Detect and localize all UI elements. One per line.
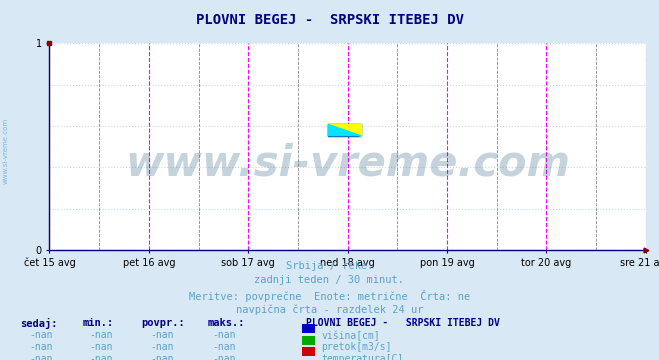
Text: pretok[m3/s]: pretok[m3/s]: [322, 342, 392, 352]
Text: -nan: -nan: [150, 342, 174, 352]
Text: -nan: -nan: [212, 330, 236, 341]
Text: -nan: -nan: [89, 330, 113, 341]
Text: -nan: -nan: [89, 354, 113, 360]
Text: višina[cm]: višina[cm]: [322, 330, 380, 341]
Text: navpična črta - razdelek 24 ur: navpična črta - razdelek 24 ur: [236, 304, 423, 315]
Polygon shape: [328, 125, 361, 136]
Text: maks.:: maks.:: [208, 318, 245, 328]
Text: min.:: min.:: [82, 318, 113, 328]
Text: sedaj:: sedaj:: [20, 318, 57, 329]
Text: -nan: -nan: [89, 342, 113, 352]
Text: temperatura[C]: temperatura[C]: [322, 354, 404, 360]
Text: -nan: -nan: [150, 354, 174, 360]
Text: www.si-vreme.com: www.si-vreme.com: [125, 142, 570, 184]
Text: povpr.:: povpr.:: [142, 318, 185, 328]
Text: Meritve: povprečne  Enote: metrične  Črta: ne: Meritve: povprečne Enote: metrične Črta:…: [189, 290, 470, 302]
Bar: [328, 125, 361, 136]
Polygon shape: [328, 125, 361, 136]
Text: PLOVNI BEGEJ -  SRPSKI ITEBEJ DV: PLOVNI BEGEJ - SRPSKI ITEBEJ DV: [196, 13, 463, 27]
Text: -nan: -nan: [30, 354, 53, 360]
Text: -nan: -nan: [212, 354, 236, 360]
Text: -nan: -nan: [30, 342, 53, 352]
Text: www.si-vreme.com: www.si-vreme.com: [2, 118, 9, 184]
Text: -nan: -nan: [30, 330, 53, 341]
Text: Srbija / reke.: Srbija / reke.: [286, 261, 373, 271]
Text: zadnji teden / 30 minut.: zadnji teden / 30 minut.: [254, 275, 405, 285]
Text: -nan: -nan: [212, 342, 236, 352]
Text: -nan: -nan: [150, 330, 174, 341]
Text: PLOVNI BEGEJ -   SRPSKI ITEBEJ DV: PLOVNI BEGEJ - SRPSKI ITEBEJ DV: [306, 318, 500, 328]
